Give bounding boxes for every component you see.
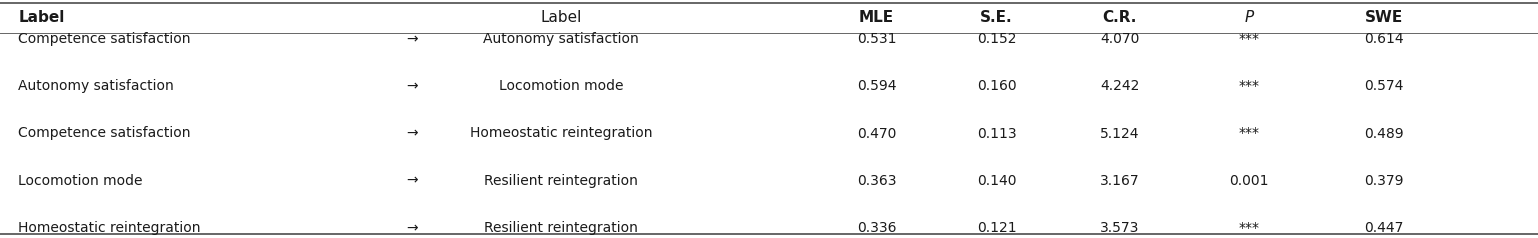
Text: 0.614: 0.614 xyxy=(1364,32,1404,46)
Text: 0.152: 0.152 xyxy=(977,32,1017,46)
Text: Homeostatic reintegration: Homeostatic reintegration xyxy=(471,127,652,140)
Text: 0.531: 0.531 xyxy=(857,32,897,46)
Text: 3.167: 3.167 xyxy=(1100,174,1140,188)
Text: 0.447: 0.447 xyxy=(1364,221,1404,235)
Text: Resilient reintegration: Resilient reintegration xyxy=(484,174,638,188)
Text: 0.336: 0.336 xyxy=(857,221,897,235)
Text: 0.121: 0.121 xyxy=(977,221,1017,235)
Text: 0.160: 0.160 xyxy=(977,79,1017,93)
Text: 0.001: 0.001 xyxy=(1229,174,1269,188)
Text: ***: *** xyxy=(1238,79,1260,93)
Text: ***: *** xyxy=(1238,32,1260,46)
Text: 0.574: 0.574 xyxy=(1364,79,1404,93)
Text: P: P xyxy=(1244,10,1253,25)
Text: Competence satisfaction: Competence satisfaction xyxy=(18,32,191,46)
Text: Label: Label xyxy=(541,10,581,25)
Text: →: → xyxy=(406,174,418,188)
Text: →: → xyxy=(406,221,418,235)
Text: ***: *** xyxy=(1238,221,1260,235)
Text: S.E.: S.E. xyxy=(980,10,1014,25)
Text: 0.594: 0.594 xyxy=(857,79,897,93)
Text: Homeostatic reintegration: Homeostatic reintegration xyxy=(18,221,201,235)
Text: 0.470: 0.470 xyxy=(857,127,897,140)
Text: MLE: MLE xyxy=(860,10,894,25)
Text: 0.379: 0.379 xyxy=(1364,174,1404,188)
Text: Locomotion mode: Locomotion mode xyxy=(500,79,623,93)
Text: →: → xyxy=(406,79,418,93)
Text: SWE: SWE xyxy=(1366,10,1403,25)
Text: 5.124: 5.124 xyxy=(1100,127,1140,140)
Text: Label: Label xyxy=(18,10,65,25)
Text: 3.573: 3.573 xyxy=(1100,221,1140,235)
Text: 4.242: 4.242 xyxy=(1100,79,1140,93)
Text: Competence satisfaction: Competence satisfaction xyxy=(18,127,191,140)
Text: C.R.: C.R. xyxy=(1103,10,1137,25)
Text: Resilient reintegration: Resilient reintegration xyxy=(484,221,638,235)
Text: 0.489: 0.489 xyxy=(1364,127,1404,140)
Text: →: → xyxy=(406,32,418,46)
Text: ***: *** xyxy=(1238,127,1260,140)
Text: 0.363: 0.363 xyxy=(857,174,897,188)
Text: 0.113: 0.113 xyxy=(977,127,1017,140)
Text: 0.140: 0.140 xyxy=(977,174,1017,188)
Text: Autonomy satisfaction: Autonomy satisfaction xyxy=(18,79,174,93)
Text: →: → xyxy=(406,127,418,140)
Text: 4.070: 4.070 xyxy=(1100,32,1140,46)
Text: Autonomy satisfaction: Autonomy satisfaction xyxy=(483,32,640,46)
Text: Locomotion mode: Locomotion mode xyxy=(18,174,143,188)
